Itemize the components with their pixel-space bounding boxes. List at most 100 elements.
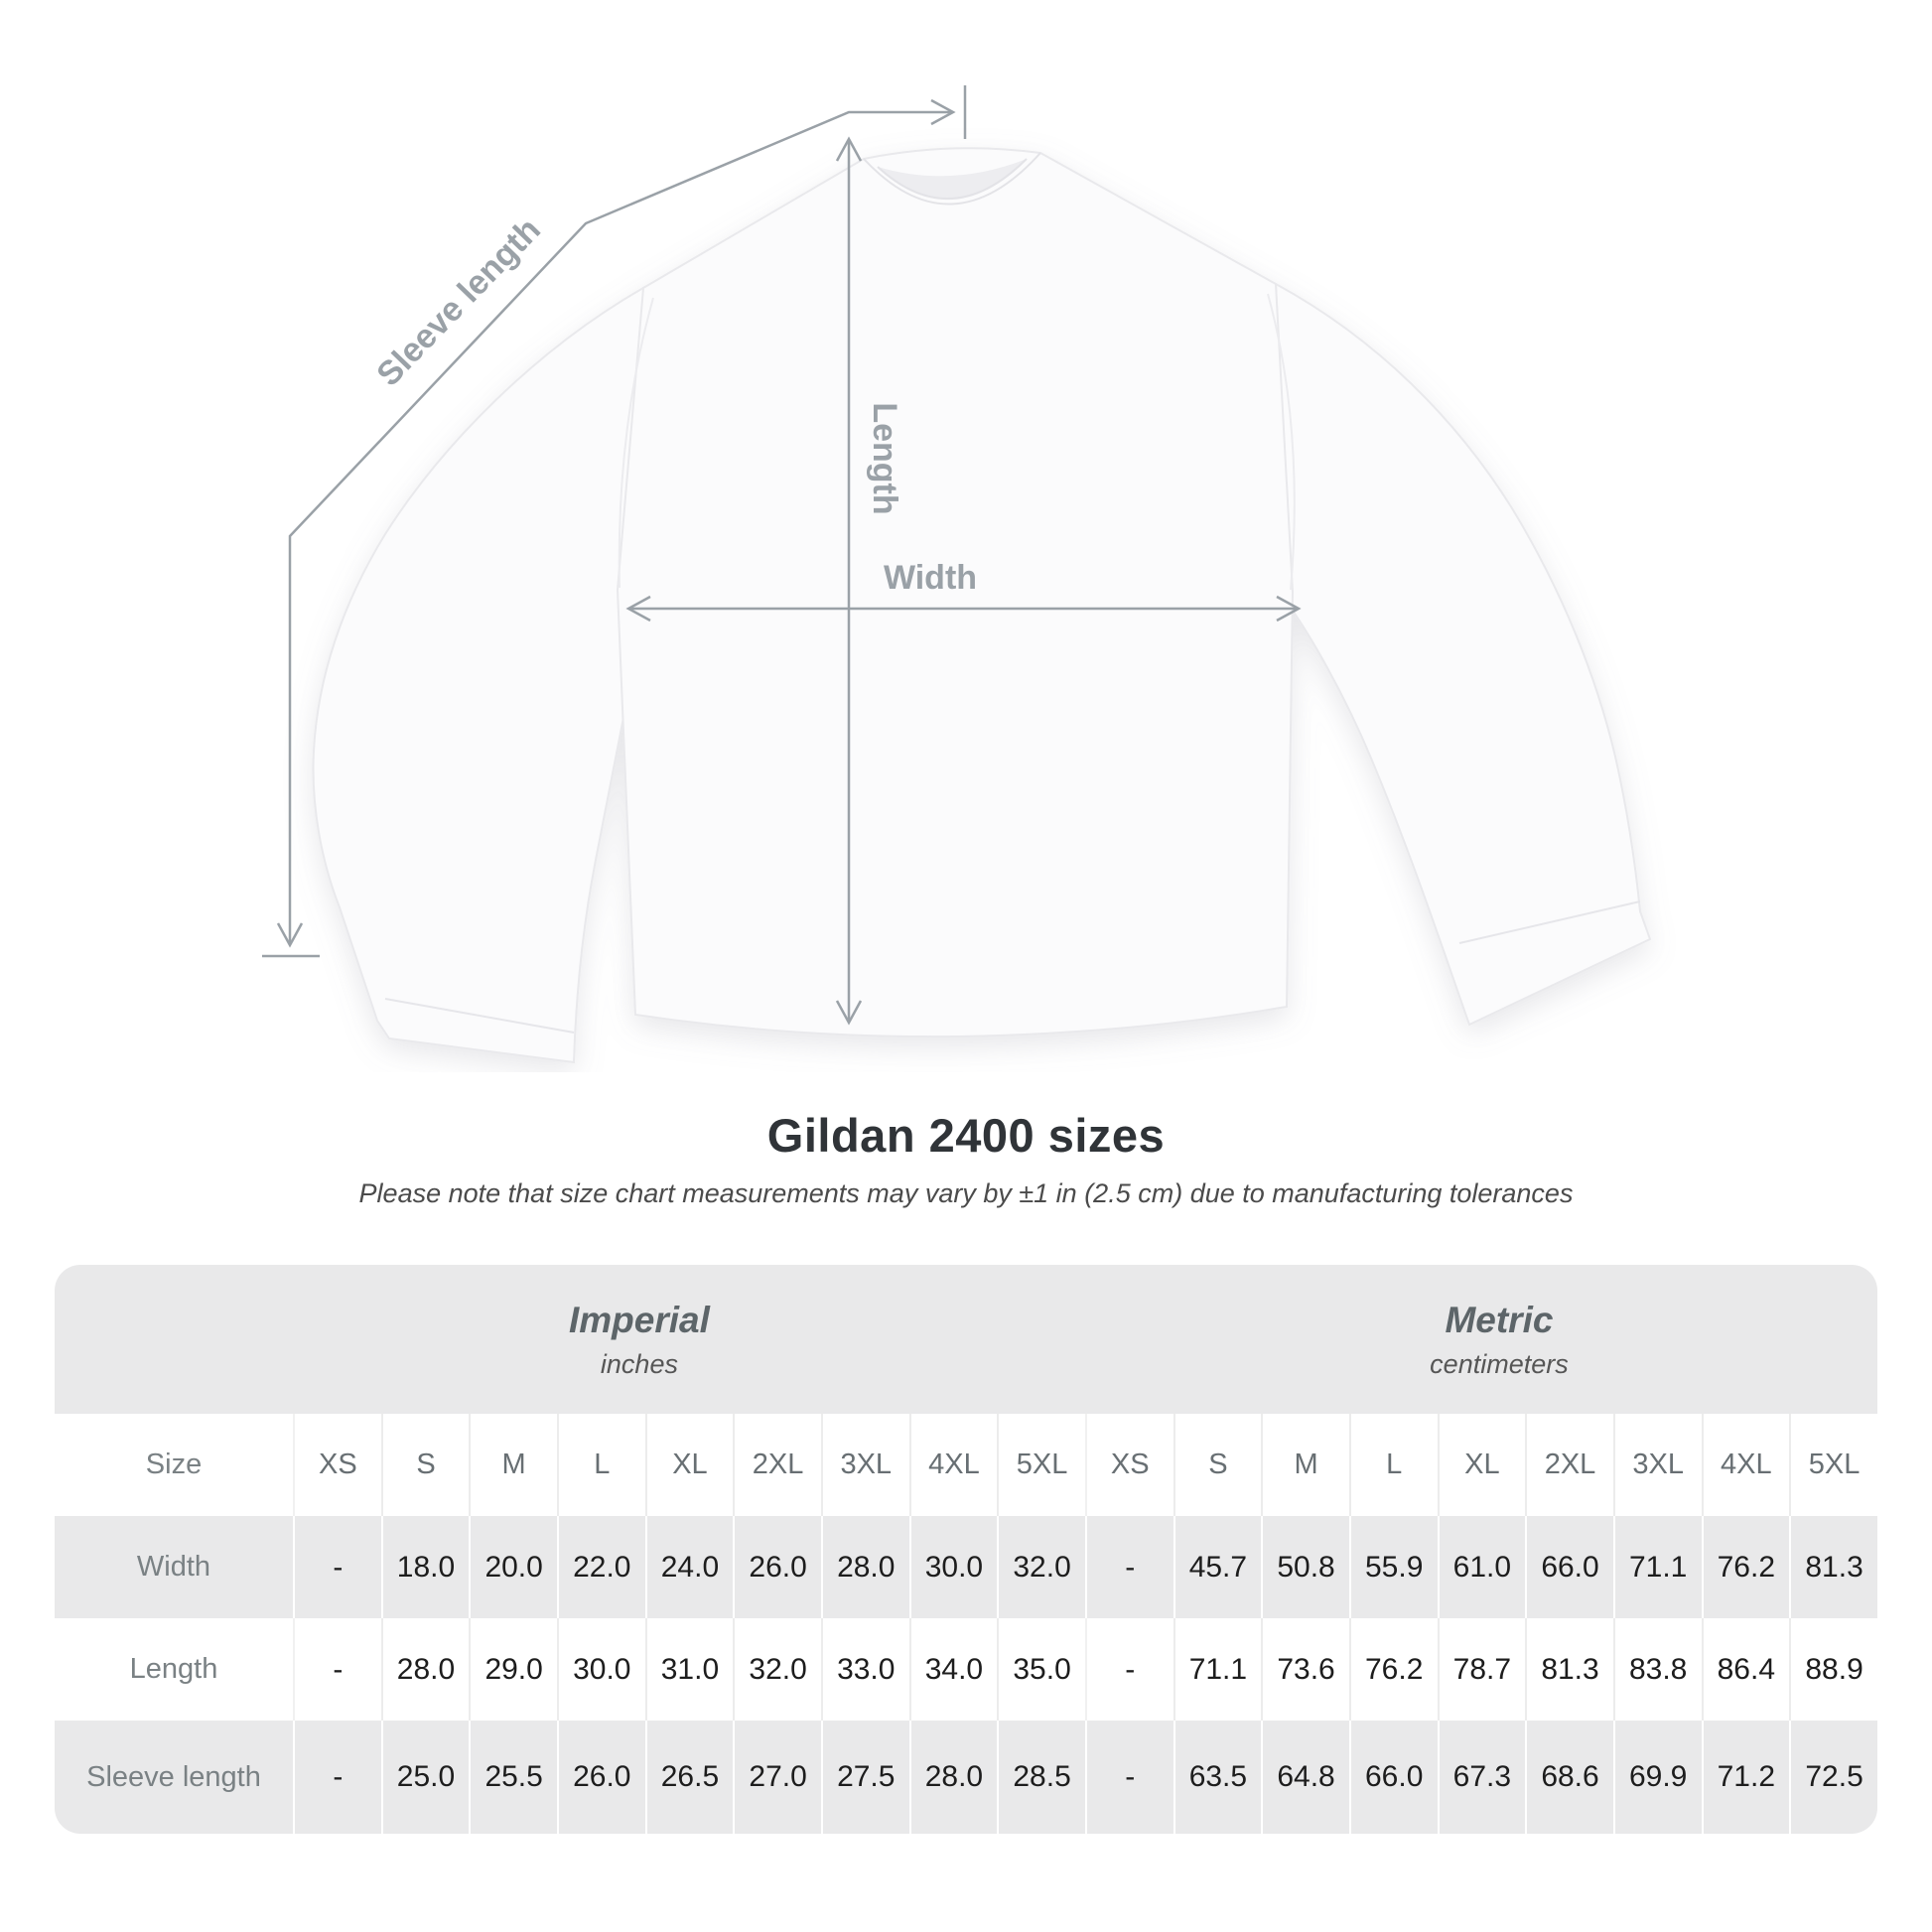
size-header-cell: XL xyxy=(1437,1414,1526,1516)
length-row: Length - 28.0 29.0 30.0 31.0 32.0 33.0 3… xyxy=(55,1618,1877,1721)
size-header-cell: 4XL xyxy=(908,1414,998,1516)
collar-opening xyxy=(878,159,1027,200)
sleeve-length-down-arrowhead xyxy=(276,922,304,948)
size-header-cell: L xyxy=(1348,1414,1438,1516)
value-cell: 35.0 xyxy=(997,1618,1085,1721)
value-cell: 76.2 xyxy=(1348,1618,1438,1721)
length-label: Length xyxy=(866,402,903,514)
page-title: Gildan 2400 sizes xyxy=(766,1109,1166,1162)
value-cell: 81.3 xyxy=(1525,1618,1613,1721)
value-cell: 67.3 xyxy=(1437,1721,1526,1834)
shirt-measurement-diagram: Sleeve length Length Width xyxy=(262,85,1652,1064)
size-header-cell: 3XL xyxy=(820,1414,909,1516)
size-header-cell: 2XL xyxy=(733,1414,821,1516)
size-header-cell: 4XL xyxy=(1701,1414,1790,1516)
shirt-shape xyxy=(312,147,1652,1064)
value-cell: 69.9 xyxy=(1612,1721,1702,1834)
right-sleeve xyxy=(1274,282,1652,1027)
left-sleeve xyxy=(312,286,647,1064)
size-header-cell: 5XL xyxy=(997,1414,1085,1516)
width-left-arrowhead xyxy=(625,595,651,622)
collar-outer-rim xyxy=(863,152,1041,206)
value-cell: 71.1 xyxy=(1173,1618,1262,1721)
width-right-arrowhead xyxy=(1276,595,1302,622)
value-cell: 73.6 xyxy=(1261,1618,1349,1721)
sleeve-length-line xyxy=(288,110,953,945)
value-cell: 86.4 xyxy=(1701,1618,1790,1721)
value-cell: 22.0 xyxy=(556,1516,645,1618)
value-cell: 25.5 xyxy=(469,1721,557,1834)
value-cell: 76.2 xyxy=(1701,1516,1790,1618)
size-header-cell: XS xyxy=(293,1414,381,1516)
value-cell: 34.0 xyxy=(908,1618,998,1721)
length-down-arrowhead xyxy=(835,1000,863,1026)
size-header-cell: M xyxy=(469,1414,557,1516)
value-cell: 26.5 xyxy=(644,1721,734,1834)
size-header-cell: S xyxy=(1173,1414,1262,1516)
row-label: Length xyxy=(55,1618,293,1721)
value-cell: 18.0 xyxy=(380,1516,470,1618)
value-cell: 27.0 xyxy=(733,1721,821,1834)
metric-label: Metric xyxy=(1445,1299,1554,1340)
value-cell: 45.7 xyxy=(1173,1516,1262,1618)
value-cell: 78.7 xyxy=(1437,1618,1526,1721)
imperial-band: Imperial inches xyxy=(55,1265,1085,1414)
value-cell: 28.0 xyxy=(820,1516,909,1618)
row-label: Sleeve length xyxy=(55,1721,293,1834)
value-cell: 25.0 xyxy=(380,1721,470,1834)
value-cell: 88.9 xyxy=(1789,1618,1877,1721)
size-header-cell: XL xyxy=(644,1414,734,1516)
value-cell: 64.8 xyxy=(1261,1721,1349,1834)
value-cell: 24.0 xyxy=(644,1516,734,1618)
sleeve-length-right-arrowhead xyxy=(930,98,956,126)
size-header-cell: S xyxy=(380,1414,470,1516)
size-header-row: Size XS S M L XL 2XL 3XL 4XL 5XL XS S M … xyxy=(55,1414,1877,1516)
value-cell: 55.9 xyxy=(1348,1516,1438,1618)
width-row: Width - 18.0 20.0 22.0 24.0 26.0 28.0 30… xyxy=(55,1516,1877,1618)
row-label: Width xyxy=(55,1516,293,1618)
value-cell: 68.6 xyxy=(1525,1721,1613,1834)
size-column-header: Size xyxy=(55,1414,293,1516)
right-cuff-line xyxy=(1458,900,1641,944)
size-header-cell: 3XL xyxy=(1612,1414,1702,1516)
imperial-unit-label: inches xyxy=(600,1348,678,1379)
size-header-cell: M xyxy=(1261,1414,1349,1516)
value-cell: 50.8 xyxy=(1261,1516,1349,1618)
long-sleeve-shirt-illustration: Sleeve length Length Width xyxy=(262,85,1652,1064)
value-cell: 32.0 xyxy=(997,1516,1085,1618)
value-cell: 81.3 xyxy=(1789,1516,1877,1618)
left-armhole-seam xyxy=(618,297,654,589)
size-header-cell: XS xyxy=(1084,1414,1173,1516)
left-cuff-line xyxy=(384,998,575,1034)
value-cell: - xyxy=(1084,1618,1173,1721)
value-cell: 28.0 xyxy=(908,1721,998,1834)
value-cell: 32.0 xyxy=(733,1618,821,1721)
value-cell: 28.0 xyxy=(380,1618,470,1721)
size-header-cell: L xyxy=(556,1414,645,1516)
value-cell: 29.0 xyxy=(469,1618,557,1721)
value-cell: 27.5 xyxy=(820,1721,909,1834)
value-cell: 83.8 xyxy=(1612,1618,1702,1721)
value-cell: - xyxy=(293,1516,381,1618)
value-cell: - xyxy=(293,1721,381,1834)
width-label: Width xyxy=(884,559,977,597)
size-table-grid: Imperial inches Metric centimeters Size … xyxy=(55,1265,1877,1834)
imperial-label: Imperial xyxy=(569,1299,710,1340)
value-cell: 72.5 xyxy=(1789,1721,1877,1834)
length-up-arrowhead xyxy=(835,136,863,162)
collar-inner-rim xyxy=(877,158,1028,200)
value-cell: 71.1 xyxy=(1612,1516,1702,1618)
value-cell: 26.0 xyxy=(556,1721,645,1834)
value-cell: - xyxy=(293,1618,381,1721)
metric-band: Metric centimeters xyxy=(1084,1265,1877,1414)
value-cell: 30.0 xyxy=(556,1618,645,1721)
value-cell: 26.0 xyxy=(733,1516,821,1618)
size-table: Imperial inches Metric centimeters Size … xyxy=(55,1265,1877,1834)
value-cell: 61.0 xyxy=(1437,1516,1526,1618)
value-cell: 30.0 xyxy=(908,1516,998,1618)
value-cell: 20.0 xyxy=(469,1516,557,1618)
tolerance-note: Please note that size chart measurements… xyxy=(358,1178,1574,1208)
value-cell: 31.0 xyxy=(644,1618,734,1721)
value-cell: - xyxy=(1084,1516,1173,1618)
